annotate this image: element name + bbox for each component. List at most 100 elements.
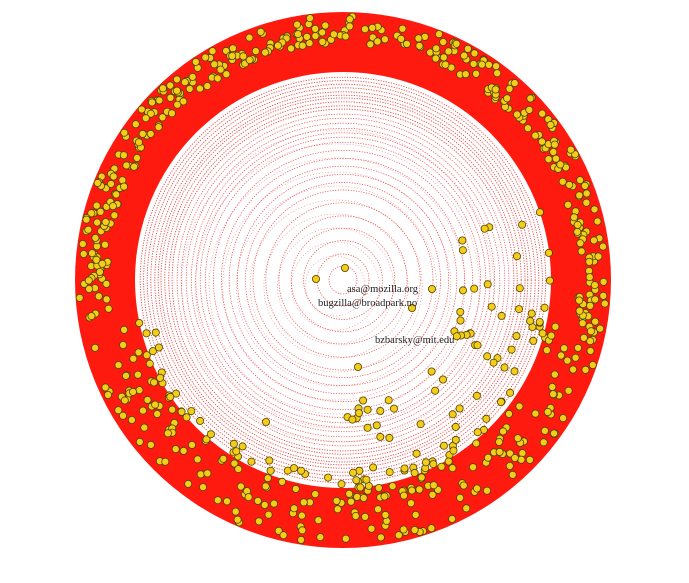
node-222 bbox=[463, 44, 472, 53]
node-369 bbox=[119, 411, 128, 420]
node-555 bbox=[510, 453, 519, 462]
node-252 bbox=[407, 486, 416, 495]
node-76 bbox=[428, 490, 437, 499]
node-582 bbox=[397, 34, 406, 43]
node-602 bbox=[314, 516, 323, 525]
node-545 bbox=[95, 267, 104, 276]
node-267 bbox=[582, 198, 591, 207]
ring-5 bbox=[278, 215, 408, 345]
node-606 bbox=[119, 340, 128, 349]
node-27 bbox=[526, 94, 535, 103]
node-603 bbox=[187, 440, 196, 449]
node-217 bbox=[291, 484, 300, 493]
node-255 bbox=[503, 94, 512, 103]
node-182 bbox=[376, 533, 385, 542]
node-558 bbox=[228, 52, 237, 61]
node-609 bbox=[593, 217, 602, 226]
node-640 bbox=[456, 316, 465, 325]
node-455 bbox=[146, 109, 155, 118]
node-234 bbox=[332, 496, 341, 505]
offset-ring-1 bbox=[304, 255, 366, 317]
node-449 bbox=[201, 53, 210, 62]
node-663 bbox=[483, 280, 492, 289]
node-402 bbox=[163, 429, 172, 438]
ring-9 bbox=[237, 174, 449, 386]
ring-25 bbox=[154, 91, 532, 469]
ring-17 bbox=[185, 122, 501, 438]
node-391 bbox=[130, 162, 139, 171]
node-386 bbox=[380, 492, 389, 501]
node-643 bbox=[489, 358, 498, 367]
node-475 bbox=[147, 98, 156, 107]
node-393 bbox=[459, 481, 468, 490]
node-92 bbox=[508, 470, 517, 479]
node-197 bbox=[198, 483, 207, 492]
node-291 bbox=[167, 109, 176, 118]
node-568 bbox=[293, 30, 302, 39]
node-308 bbox=[101, 240, 110, 249]
node-638 bbox=[449, 446, 458, 455]
node-591 bbox=[245, 56, 254, 65]
node-340 bbox=[79, 249, 88, 258]
ring-23 bbox=[160, 97, 526, 463]
node-3 bbox=[213, 496, 222, 505]
node-611 bbox=[399, 491, 408, 500]
node-411 bbox=[368, 23, 377, 32]
node-473 bbox=[586, 337, 595, 346]
inner-white-disc bbox=[135, 72, 551, 488]
ring-14 bbox=[199, 136, 487, 424]
node-489 bbox=[161, 457, 170, 466]
ring-13 bbox=[205, 142, 481, 418]
node-667 bbox=[427, 367, 436, 376]
node-526 bbox=[580, 181, 589, 190]
node-544 bbox=[579, 333, 588, 342]
node-557 bbox=[119, 151, 128, 160]
node-261 bbox=[266, 466, 275, 475]
node-207 bbox=[437, 462, 446, 471]
node-245 bbox=[557, 351, 566, 360]
node-184 bbox=[166, 93, 175, 102]
node-696 bbox=[261, 417, 270, 426]
node-174 bbox=[564, 200, 573, 209]
node-541 bbox=[337, 480, 346, 489]
node-610 bbox=[414, 34, 423, 43]
node-87 bbox=[544, 155, 553, 164]
node-597 bbox=[120, 128, 129, 137]
node-401 bbox=[245, 33, 254, 42]
node-181 bbox=[236, 482, 245, 491]
node-656 bbox=[515, 284, 524, 293]
node-548 bbox=[102, 279, 111, 288]
node-675 bbox=[372, 421, 381, 430]
node-labels: asa@mozilla.org bugzilla@broadpark.no bz… bbox=[318, 284, 455, 346]
node-45 bbox=[75, 293, 84, 302]
node-543 bbox=[143, 395, 152, 404]
offset-ring-2 bbox=[290, 241, 380, 331]
node-495 bbox=[311, 24, 320, 33]
node-587 bbox=[585, 257, 594, 266]
node-628 bbox=[512, 331, 521, 340]
node-400 bbox=[298, 41, 307, 50]
node-292 bbox=[575, 191, 584, 200]
network-nodes bbox=[75, 12, 609, 544]
node-243 bbox=[203, 469, 212, 478]
node-523 bbox=[439, 53, 448, 62]
node-173 bbox=[482, 486, 491, 495]
node-101 bbox=[114, 406, 123, 415]
node-529 bbox=[551, 322, 560, 331]
node-218 bbox=[247, 457, 256, 466]
node-505 bbox=[469, 59, 478, 68]
node-397 bbox=[468, 463, 477, 472]
node-423 bbox=[171, 445, 180, 454]
node-652 bbox=[480, 224, 489, 233]
node-665 bbox=[513, 252, 522, 261]
node-669 bbox=[527, 309, 536, 318]
node-481 bbox=[441, 60, 450, 69]
node-454 bbox=[155, 96, 164, 105]
node-589 bbox=[415, 485, 424, 494]
node-360 bbox=[278, 477, 287, 486]
node-467 bbox=[311, 32, 320, 41]
node-268 bbox=[578, 319, 587, 328]
ring-4 bbox=[290, 227, 396, 333]
node-578 bbox=[525, 105, 534, 114]
